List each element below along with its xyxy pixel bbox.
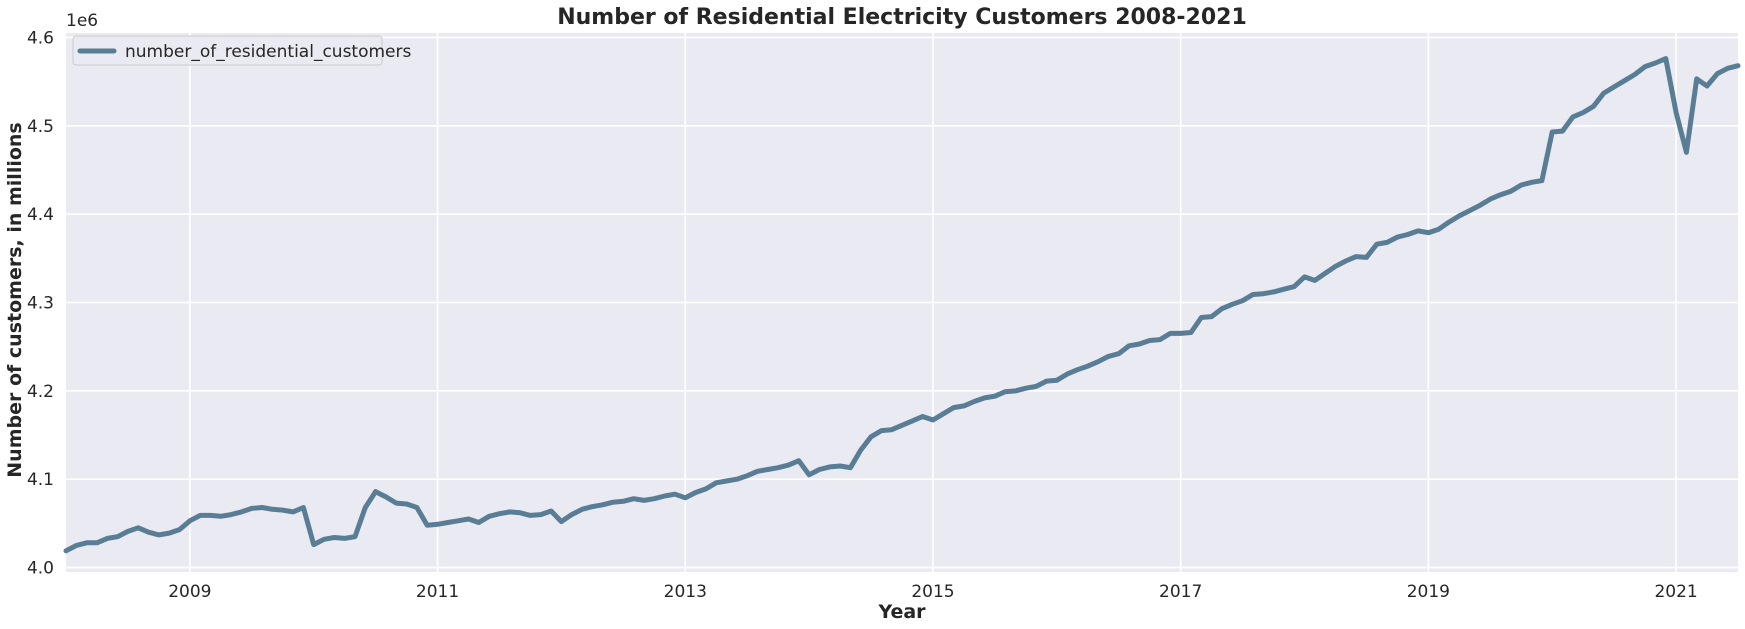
- x-tick-label: 2015: [911, 582, 954, 602]
- y-tick-label: 4.2: [27, 382, 54, 402]
- x-tick-labels: 2009 2011 2013 2015 2017 2019 2021: [168, 582, 1697, 602]
- x-tick-label: 2011: [416, 582, 459, 602]
- legend: number_of_residential_customers: [73, 36, 411, 65]
- x-tick-label: 2021: [1654, 582, 1697, 602]
- y-offset-label: 1e6: [66, 11, 98, 31]
- x-tick-label: 2017: [1159, 582, 1202, 602]
- chart-title: Number of Residential Electricity Custom…: [557, 5, 1247, 30]
- x-axis-title: Year: [877, 601, 926, 623]
- y-axis-title: Number of customers, in millions: [4, 122, 26, 477]
- y-tick-label: 4.3: [27, 294, 54, 314]
- y-tick-label: 4.0: [27, 559, 54, 579]
- y-tick-label: 4.1: [27, 470, 54, 490]
- y-tick-label: 4.6: [27, 28, 54, 48]
- y-tick-label: 4.4: [27, 205, 54, 225]
- x-tick-label: 2019: [1407, 582, 1450, 602]
- x-tick-label: 2009: [168, 582, 211, 602]
- legend-label: number_of_residential_customers: [125, 42, 411, 62]
- y-tick-label: 4.5: [27, 117, 54, 137]
- y-tick-labels: 4.0 4.1 4.2 4.3 4.4 4.5 4.6: [27, 28, 54, 578]
- x-tick-label: 2013: [664, 582, 707, 602]
